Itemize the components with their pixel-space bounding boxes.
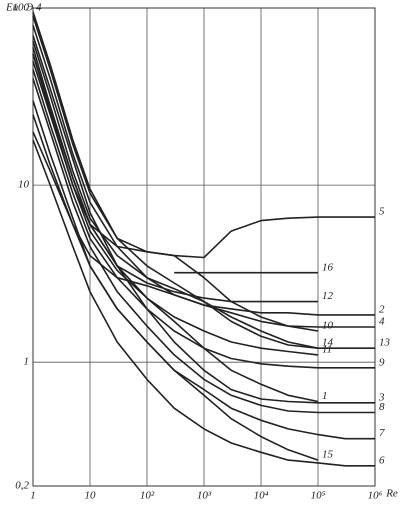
curve-label: 15 xyxy=(322,449,334,461)
curve xyxy=(32,53,319,332)
y-tick-label: 10 xyxy=(18,179,30,191)
y-tick-label: 1 xyxy=(24,356,30,368)
curve-label: 8 xyxy=(379,401,385,413)
curve xyxy=(32,69,375,369)
x-tick-label: 10³ xyxy=(197,490,212,502)
x-tick-label: 1 xyxy=(30,490,36,502)
curve-label: 16 xyxy=(322,261,334,273)
y-axis-label: Eu xyxy=(5,2,19,14)
x-tick-label: 10⁶ xyxy=(368,490,383,502)
curve xyxy=(32,100,319,461)
curve xyxy=(32,11,319,349)
curve xyxy=(32,35,375,404)
curve-label: 9 xyxy=(379,356,385,368)
curve xyxy=(32,53,319,356)
curve-label: 1 xyxy=(322,390,328,402)
curve-label: 6 xyxy=(379,454,385,466)
curve xyxy=(32,139,375,467)
curve-label: 14 xyxy=(322,337,334,349)
curve xyxy=(32,15,375,259)
curve-label: 4 xyxy=(379,316,385,328)
curve-label: 11 xyxy=(322,343,332,355)
x-tick-label: 10⁴ xyxy=(254,490,269,502)
curve-label: 2 xyxy=(379,303,385,315)
x-tick-label: 10 xyxy=(85,490,97,502)
curve-label: 10 xyxy=(322,320,334,332)
x-axis-label: Re xyxy=(385,488,398,500)
x-tick-label: 10⁵ xyxy=(311,490,326,502)
curve xyxy=(32,61,318,303)
x-tick-label: 10² xyxy=(140,490,155,502)
curve xyxy=(32,78,375,414)
plot-frame xyxy=(32,7,376,487)
y-tick-label: 100 xyxy=(13,2,30,14)
curve-label: 5 xyxy=(379,206,385,218)
curve xyxy=(32,114,375,440)
curve-label: 3 xyxy=(378,391,385,403)
curve-label: 12 xyxy=(322,290,334,302)
curve-label: 7 xyxy=(379,427,385,439)
curve-label: 13 xyxy=(379,337,391,349)
y-tick-label: 0,2 xyxy=(15,480,29,492)
curve xyxy=(32,24,375,328)
